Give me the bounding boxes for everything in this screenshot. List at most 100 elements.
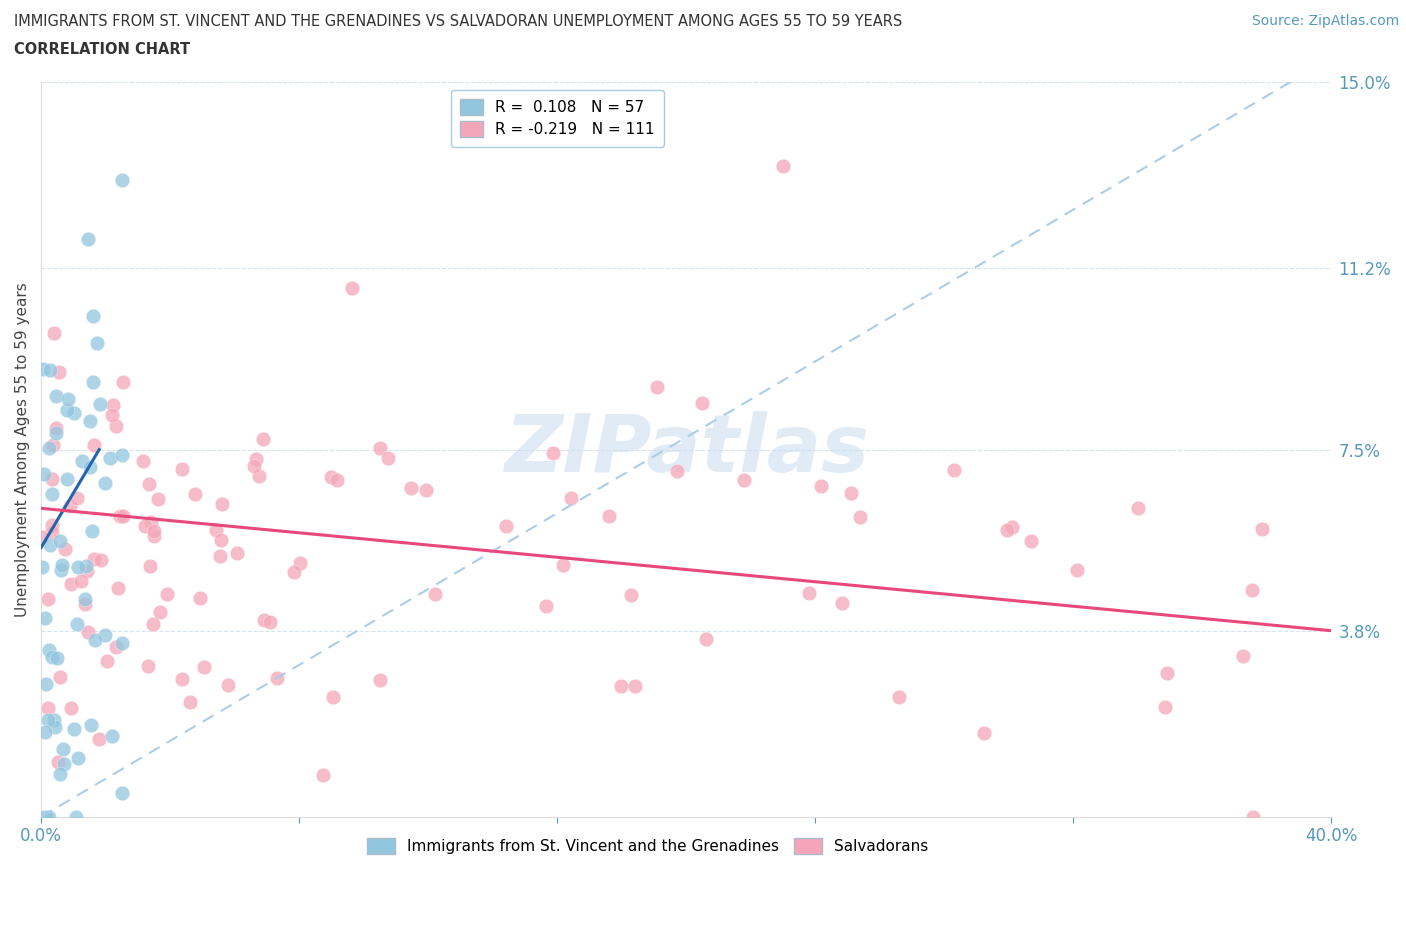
Point bbox=[1241, 582, 1264, 597]
Point bbox=[1251, 522, 1274, 537]
Point bbox=[995, 523, 1018, 538]
Point bbox=[101, 728, 124, 743]
Point bbox=[41, 486, 63, 501]
Point bbox=[98, 451, 121, 466]
Point bbox=[322, 689, 344, 704]
Point bbox=[83, 437, 105, 452]
Point bbox=[83, 632, 105, 647]
Point bbox=[247, 469, 270, 484]
Point bbox=[35, 809, 58, 824]
Point bbox=[82, 524, 104, 538]
Point bbox=[41, 649, 63, 664]
Point bbox=[810, 478, 832, 493]
Point bbox=[73, 592, 96, 607]
Point bbox=[326, 472, 349, 487]
Point bbox=[1153, 699, 1175, 714]
Point bbox=[45, 420, 67, 435]
Point bbox=[849, 510, 872, 525]
Point bbox=[82, 375, 104, 390]
Point bbox=[89, 397, 111, 412]
Point bbox=[90, 553, 112, 568]
Point bbox=[695, 631, 717, 646]
Point bbox=[63, 722, 86, 737]
Point bbox=[70, 454, 93, 469]
Point bbox=[252, 432, 274, 446]
Point bbox=[217, 678, 239, 693]
Point bbox=[245, 452, 267, 467]
Point bbox=[89, 732, 111, 747]
Point bbox=[111, 635, 134, 650]
Point bbox=[73, 596, 96, 611]
Point bbox=[59, 577, 82, 591]
Point bbox=[38, 809, 60, 824]
Point bbox=[495, 519, 517, 534]
Point bbox=[1156, 666, 1178, 681]
Point bbox=[692, 396, 714, 411]
Point bbox=[184, 487, 207, 502]
Point bbox=[399, 481, 422, 496]
Point bbox=[340, 281, 363, 296]
Point bbox=[148, 492, 170, 507]
Point bbox=[368, 440, 391, 455]
Point bbox=[205, 522, 228, 537]
Point bbox=[136, 658, 159, 673]
Point bbox=[51, 557, 73, 572]
Point bbox=[37, 700, 59, 715]
Point bbox=[534, 599, 557, 614]
Point bbox=[45, 388, 67, 403]
Point bbox=[1126, 500, 1149, 515]
Point bbox=[132, 453, 155, 468]
Point bbox=[35, 677, 58, 692]
Point bbox=[59, 700, 82, 715]
Point bbox=[31, 530, 53, 545]
Y-axis label: Unemployment Among Ages 55 to 59 years: Unemployment Among Ages 55 to 59 years bbox=[15, 282, 30, 617]
Point bbox=[108, 509, 131, 524]
Point bbox=[1019, 533, 1042, 548]
Point bbox=[138, 477, 160, 492]
Point bbox=[96, 653, 118, 668]
Point bbox=[148, 604, 170, 619]
Point bbox=[56, 392, 79, 406]
Point bbox=[226, 546, 249, 561]
Point bbox=[733, 472, 755, 487]
Point bbox=[138, 559, 160, 574]
Point bbox=[831, 595, 853, 610]
Point bbox=[551, 558, 574, 573]
Point bbox=[49, 670, 72, 684]
Point bbox=[104, 640, 127, 655]
Point bbox=[66, 617, 89, 631]
Point bbox=[841, 486, 863, 501]
Point bbox=[82, 309, 104, 324]
Point bbox=[142, 528, 165, 543]
Point bbox=[598, 508, 620, 523]
Point bbox=[55, 472, 77, 486]
Point bbox=[31, 809, 53, 824]
Point bbox=[37, 591, 59, 606]
Point bbox=[41, 438, 63, 453]
Point bbox=[65, 809, 87, 824]
Point bbox=[211, 497, 233, 512]
Point bbox=[172, 671, 194, 686]
Legend: Immigrants from St. Vincent and the Grenadines, Salvadorans: Immigrants from St. Vincent and the Gren… bbox=[361, 832, 934, 860]
Point bbox=[39, 363, 62, 378]
Point bbox=[107, 581, 129, 596]
Point bbox=[66, 560, 89, 575]
Point bbox=[193, 659, 215, 674]
Point bbox=[312, 768, 335, 783]
Point bbox=[1232, 649, 1254, 664]
Point bbox=[141, 514, 163, 529]
Point bbox=[94, 628, 117, 643]
Point bbox=[45, 650, 67, 665]
Point bbox=[34, 724, 56, 739]
Point bbox=[44, 713, 66, 728]
Point bbox=[1001, 519, 1024, 534]
Point bbox=[142, 617, 165, 631]
Text: CORRELATION CHART: CORRELATION CHART bbox=[14, 42, 190, 57]
Point bbox=[560, 490, 582, 505]
Point bbox=[38, 440, 60, 455]
Point bbox=[943, 463, 966, 478]
Point bbox=[79, 459, 101, 474]
Point bbox=[266, 671, 288, 685]
Point bbox=[423, 587, 446, 602]
Point bbox=[41, 525, 63, 539]
